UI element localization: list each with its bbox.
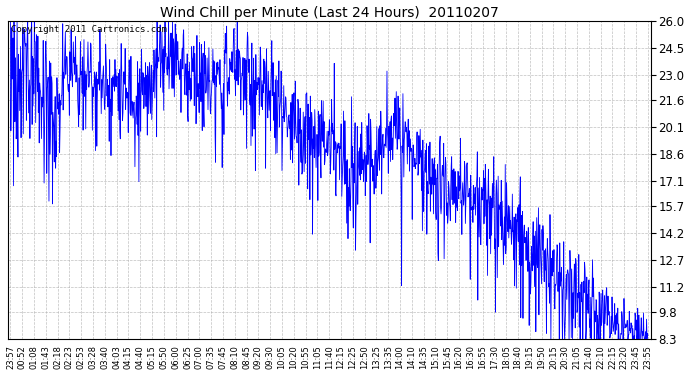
Title: Wind Chill per Minute (Last 24 Hours)  20110207: Wind Chill per Minute (Last 24 Hours) 20…: [160, 6, 499, 20]
Text: Copyright 2011 Cartronics.com: Copyright 2011 Cartronics.com: [12, 26, 167, 34]
